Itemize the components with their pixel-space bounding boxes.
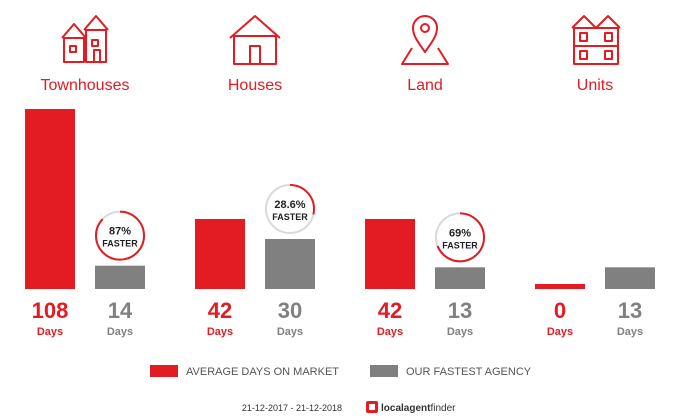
days-unit-label: Days (107, 326, 133, 338)
units-building-icon (571, 15, 621, 65)
bar-market (25, 109, 75, 289)
bar-market (195, 219, 245, 289)
value-agency: 30 (278, 298, 302, 323)
bar-agency (435, 267, 485, 289)
category-label: Units (577, 77, 613, 94)
value-agency: 13 (448, 298, 472, 323)
faster-percent: 69% (449, 227, 471, 239)
brand-name-strong: localagent (381, 403, 431, 414)
category-label: Houses (228, 77, 282, 94)
days-unit-label: Days (207, 326, 233, 338)
land-pin-icon (401, 15, 449, 65)
days-unit-label: Days (617, 326, 643, 338)
brand-name-light: finder (430, 403, 456, 414)
value-agency: 13 (618, 298, 642, 323)
legend-label-market: AVERAGE DAYS ON MARKET (186, 366, 339, 378)
house-icon (229, 15, 281, 65)
brand-logo: localagentfinder (366, 401, 456, 414)
days-unit-label: Days (447, 326, 473, 338)
bar-agency (95, 265, 145, 289)
days-unit-label: Days (547, 326, 573, 338)
faster-ring-progress (95, 210, 145, 261)
days-unit-label: Days (37, 326, 63, 338)
bars-layer (25, 109, 655, 289)
bar-market (365, 219, 415, 289)
faster-percent: 87% (109, 226, 131, 238)
value-agency: 14 (108, 298, 133, 323)
values-layer: 108 Days 14 Days 42 Days 30 Days 42 Days 13 Days 0 Da… (32, 298, 644, 338)
faster-label: FASTER (442, 240, 478, 250)
legend-label-agency: OUR FASTEST AGENCY (406, 366, 532, 378)
category-label: Townhouses (41, 77, 130, 94)
faster-label: FASTER (272, 212, 308, 222)
bar-agency (605, 267, 655, 289)
days-unit-label: Days (277, 326, 303, 338)
bar-market (535, 284, 585, 289)
value-market: 0 (554, 298, 566, 323)
days-unit-label: Days (377, 326, 403, 338)
faster-percent: 28.6% (274, 199, 305, 211)
legend-swatch-market (150, 365, 178, 377)
svg-text:localagentfinder: localagentfinder (381, 403, 456, 414)
date-range: 21-12-2017 - 21-12-2018 (242, 403, 342, 413)
faster-label: FASTER (102, 239, 138, 249)
category-label: Land (407, 77, 443, 94)
value-market: 42 (208, 298, 232, 323)
legend-swatch-agency (370, 365, 398, 377)
faster-ring-progress (265, 184, 315, 234)
faster-ring-progress (435, 212, 485, 263)
value-market: 108 (32, 298, 69, 323)
bar-agency (265, 239, 315, 289)
townhouse-icon (61, 15, 109, 63)
value-market: 42 (378, 298, 402, 323)
